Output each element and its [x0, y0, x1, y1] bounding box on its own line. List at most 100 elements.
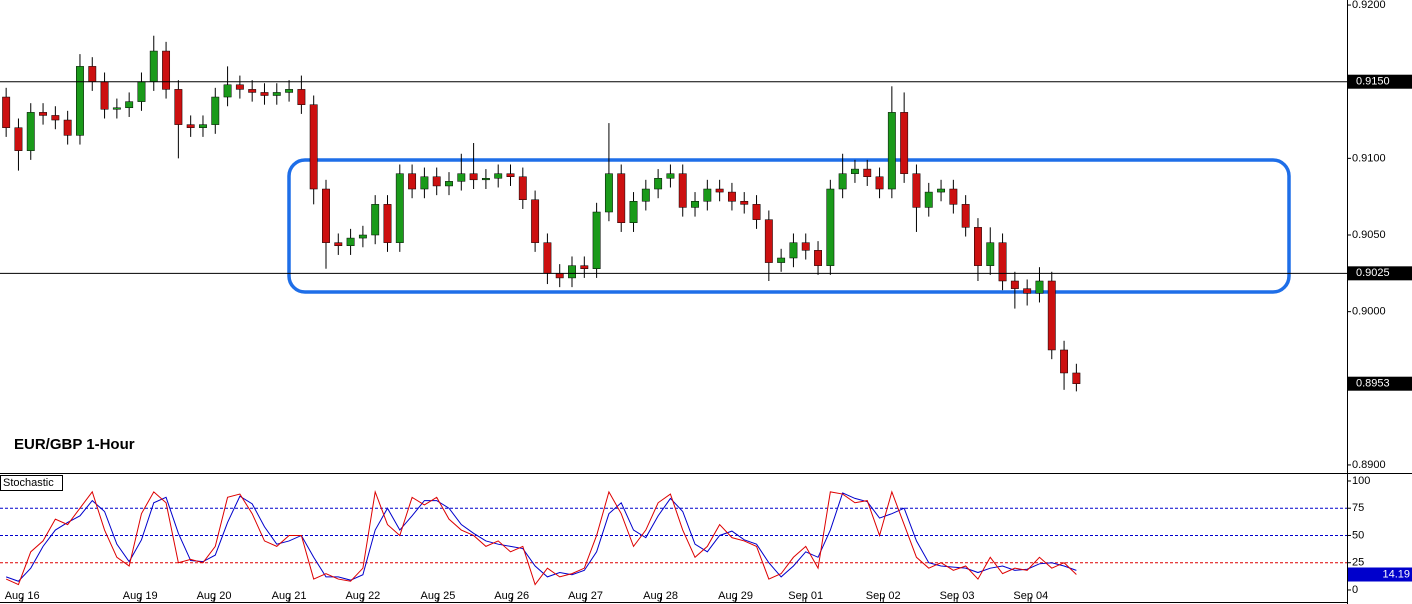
candle-body: [1023, 288, 1032, 294]
candle-body: [383, 204, 392, 243]
candle-body: [346, 237, 355, 246]
x-tick-label: Aug 25: [420, 590, 455, 602]
candle-body: [1072, 372, 1081, 384]
candle-body: [2, 96, 11, 128]
candle-body: [678, 173, 687, 208]
candle-body: [358, 234, 367, 239]
candle-body: [654, 178, 663, 190]
candle-body: [235, 84, 244, 90]
candle-body: [531, 199, 540, 243]
candle-body: [592, 211, 601, 269]
candle-body: [162, 50, 171, 90]
candle-body: [199, 124, 207, 128]
y-tick-label: 25: [1352, 557, 1364, 569]
range-box: [287, 158, 1291, 294]
candle-body: [580, 265, 589, 269]
candle-body: [641, 188, 650, 202]
candle-body: [1035, 280, 1044, 294]
price-label: 0.9025: [1356, 267, 1390, 279]
x-tick-label: Aug 20: [197, 590, 232, 602]
pane-label-box: [0, 475, 63, 491]
candle-body: [875, 176, 884, 190]
candle-body: [395, 173, 404, 243]
y-tick-label: 0.8900: [1352, 459, 1386, 471]
candle-body: [863, 168, 872, 178]
candle-body: [1047, 280, 1056, 351]
candle-body: [125, 101, 134, 109]
pane-label: Stochastic: [3, 477, 54, 489]
candle-body: [826, 188, 835, 266]
y-tick-label: 75: [1352, 502, 1364, 514]
candle-body: [974, 227, 982, 266]
candle-body: [371, 204, 380, 236]
candle-body: [248, 89, 257, 93]
x-tick-label: Aug 16: [5, 590, 40, 602]
candle-body: [39, 112, 47, 116]
chart-title: EUR/GBP 1-Hour: [14, 436, 135, 453]
candle-body: [469, 173, 478, 181]
x-tick-label: Sep 02: [866, 590, 901, 602]
candle-body: [740, 201, 749, 205]
stochastic-line: [5, 489, 1077, 586]
candle-body: [789, 242, 798, 259]
candle-body: [408, 173, 417, 190]
x-tick-label: Aug 22: [345, 590, 380, 602]
candle-body: [297, 89, 306, 105]
price-label: 0.8953: [1356, 378, 1390, 390]
candle-body: [691, 201, 699, 208]
candle-body: [174, 89, 183, 125]
x-tick-label: Aug 26: [494, 590, 529, 602]
candle-body: [629, 201, 638, 223]
value-label: 14.19: [1382, 568, 1410, 580]
candle-body: [568, 265, 576, 279]
candle-body: [998, 242, 1007, 282]
candle-body: [851, 168, 859, 174]
candle-body: [100, 81, 109, 110]
candle-body: [1010, 280, 1019, 289]
candle-body: [432, 176, 441, 187]
candle-body: [518, 176, 527, 200]
candle-body: [543, 242, 552, 274]
candle-body: [727, 191, 736, 202]
candle-body: [937, 188, 945, 193]
value-label-box: [1348, 567, 1412, 582]
candle-body: [703, 188, 712, 202]
y-tick-label: 0.9200: [1352, 0, 1386, 11]
candle-body: [309, 104, 318, 190]
x-tick-label: Sep 04: [1013, 590, 1048, 602]
x-tick-label: Sep 01: [788, 590, 823, 602]
candle-body: [76, 66, 84, 136]
candle-body: [149, 50, 158, 82]
candle-body: [51, 115, 60, 121]
candle-body: [900, 112, 909, 174]
price-label: 0.9150: [1356, 76, 1390, 88]
candle-body: [334, 242, 343, 246]
candle-body: [494, 173, 503, 179]
candle-body: [137, 81, 146, 102]
candle-body: [186, 124, 195, 128]
candle-body: [420, 176, 429, 190]
candle-body: [211, 96, 220, 125]
stochastic-line: [5, 492, 1077, 582]
candle-body: [986, 242, 995, 266]
candle-body: [887, 112, 896, 190]
candle-body: [506, 173, 515, 178]
candle-body: [457, 173, 466, 182]
y-tick-label: 100: [1352, 475, 1370, 487]
candle-body: [26, 112, 35, 151]
candle-body: [555, 273, 564, 279]
candle-body: [666, 173, 675, 179]
x-tick-label: Aug 27: [568, 590, 603, 602]
candle-body: [961, 204, 970, 228]
x-tick-label: Aug 29: [718, 590, 753, 602]
candle-body: [272, 92, 281, 96]
candle-body: [752, 204, 761, 220]
candle-body: [88, 66, 97, 82]
candle-body: [322, 188, 330, 243]
candle-body: [14, 127, 23, 151]
x-tick-label: Aug 19: [123, 590, 158, 602]
y-tick-label: 0.9000: [1352, 306, 1386, 318]
price-label-box: [1348, 266, 1412, 281]
candle-body: [715, 188, 724, 193]
